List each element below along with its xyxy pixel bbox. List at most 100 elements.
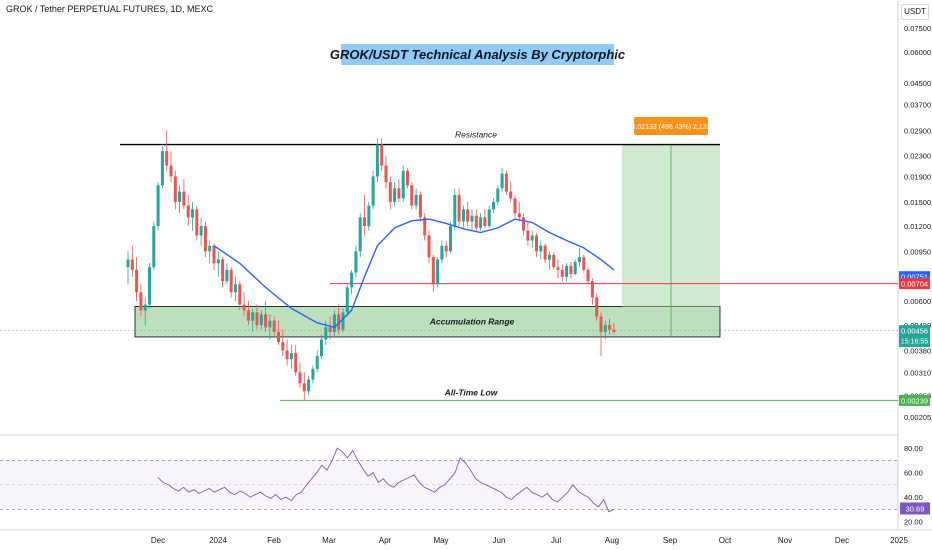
candle-body bbox=[324, 327, 328, 340]
y-tick-label: 0.00600 bbox=[904, 297, 931, 306]
annotations-layer: GROK/USDT Technical Analysis By Cryptorp… bbox=[330, 44, 711, 397]
y-tick-label: 0.00205 bbox=[904, 413, 931, 422]
chart-title-bg bbox=[341, 44, 614, 65]
candle-body bbox=[384, 165, 388, 183]
moving-average-line bbox=[213, 218, 615, 329]
candle-body bbox=[152, 226, 156, 268]
candle-body bbox=[522, 217, 526, 231]
rsi-value-text: 30.69 bbox=[906, 504, 925, 513]
price-badge-value: 0.00751 bbox=[901, 273, 928, 282]
candle-body bbox=[148, 267, 151, 305]
candle-body bbox=[289, 353, 293, 360]
chart-title: GROK/USDT Technical Analysis By Cryptorp… bbox=[330, 47, 626, 62]
x-tick-label: Apr bbox=[379, 536, 392, 545]
y-tick-label: 0.01900 bbox=[904, 172, 931, 181]
candle-body bbox=[401, 170, 405, 199]
candle-body bbox=[427, 235, 431, 258]
candle-body bbox=[126, 259, 130, 268]
resistance-label: Resistance bbox=[455, 130, 497, 140]
candle-body bbox=[461, 209, 465, 222]
candle-body bbox=[380, 144, 384, 166]
candle-body bbox=[178, 191, 182, 202]
y-tick-label: 0.07500 bbox=[904, 24, 931, 33]
x-tick-label: Mar bbox=[322, 536, 336, 545]
y-tick-label: 0.04500 bbox=[904, 79, 931, 88]
candle-body bbox=[496, 188, 500, 202]
x-tick-label: Oct bbox=[719, 536, 732, 545]
accumulation-label: Accumulation Range bbox=[429, 317, 515, 327]
candle-body bbox=[492, 201, 495, 210]
candle-body bbox=[543, 245, 547, 260]
all-time-low-label: All-Time Low bbox=[444, 387, 499, 397]
candle-body bbox=[595, 297, 599, 317]
candle-body bbox=[246, 310, 250, 321]
rsi-tick-label: 40.00 bbox=[904, 493, 923, 502]
candle-body bbox=[203, 226, 207, 252]
candle-body bbox=[186, 205, 190, 218]
candle-body bbox=[212, 245, 216, 264]
price-badge-value: 0.00239 bbox=[901, 396, 928, 405]
x-tick-label: Aug bbox=[605, 536, 619, 545]
rsi-tick-label: 80.00 bbox=[904, 444, 923, 453]
candle-body bbox=[517, 213, 521, 218]
candle-body bbox=[225, 269, 229, 282]
moving-average-layer bbox=[213, 218, 615, 329]
x-tick-label: Sep bbox=[663, 536, 678, 545]
candle-body bbox=[272, 320, 276, 333]
candle-body bbox=[143, 304, 147, 311]
rsi-pane: 80.00 60.00 40.00 20.00 30.69 bbox=[0, 444, 930, 527]
candle-body bbox=[156, 185, 160, 227]
price-badge-value: 0.00704 bbox=[901, 280, 928, 289]
price-badge bbox=[899, 394, 930, 406]
candle-body bbox=[547, 254, 551, 260]
candle-body bbox=[281, 342, 285, 351]
candle-body bbox=[199, 226, 203, 236]
candle-body bbox=[444, 245, 448, 252]
candle-body bbox=[182, 191, 186, 206]
candle-body bbox=[474, 215, 478, 228]
candle-body bbox=[165, 151, 169, 166]
y-tick-label: 0.02300 bbox=[904, 152, 931, 161]
candles-layer bbox=[126, 130, 616, 400]
candle-body bbox=[298, 372, 302, 384]
candle-body bbox=[191, 209, 194, 218]
candle-body bbox=[466, 209, 470, 222]
candle-body bbox=[565, 265, 569, 277]
candle-body bbox=[608, 325, 612, 330]
candle-body bbox=[603, 325, 607, 333]
candle-body bbox=[320, 339, 323, 357]
candle-body bbox=[509, 191, 513, 199]
candle-body bbox=[556, 267, 560, 270]
candle-body bbox=[393, 188, 397, 202]
candle-body bbox=[234, 284, 237, 293]
x-tick-label: Feb bbox=[267, 536, 281, 545]
x-tick-label: Jun bbox=[493, 536, 506, 545]
candle-body bbox=[285, 350, 289, 360]
price-badge bbox=[899, 278, 930, 290]
candle-body bbox=[586, 269, 590, 282]
rsi-line bbox=[157, 447, 615, 513]
y-tick-label: 0.00380 bbox=[904, 346, 931, 355]
rsi-tick-label: 20.00 bbox=[904, 518, 923, 527]
candle-body bbox=[251, 312, 255, 321]
candle-body bbox=[560, 269, 564, 277]
candle-body bbox=[195, 209, 199, 236]
candle-body bbox=[208, 245, 212, 252]
candle-body bbox=[354, 251, 358, 273]
candle-body bbox=[388, 182, 392, 202]
x-tick-label: Dec bbox=[835, 536, 849, 545]
candle-body bbox=[332, 314, 336, 333]
x-tick-label: Dec bbox=[151, 536, 165, 545]
candle-body bbox=[479, 217, 483, 228]
y-tick-label: 0.01500 bbox=[904, 198, 931, 207]
price-badge bbox=[899, 271, 930, 283]
currency-badge[interactable]: USDT bbox=[901, 4, 929, 20]
candle-body bbox=[590, 281, 594, 298]
y-tick-label: 0.02900 bbox=[904, 127, 931, 136]
price-badge bbox=[899, 325, 930, 348]
candle-body bbox=[229, 269, 233, 293]
candle-body bbox=[406, 170, 409, 186]
candle-body bbox=[277, 332, 280, 343]
candle-body bbox=[453, 194, 457, 227]
